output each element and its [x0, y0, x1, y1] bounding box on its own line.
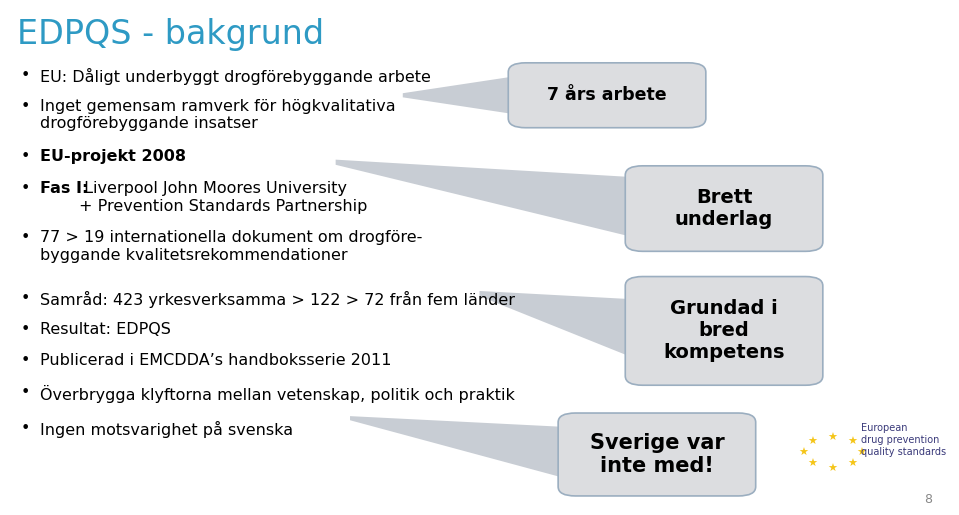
Text: EU-projekt 2008: EU-projekt 2008	[40, 149, 186, 164]
Text: •: •	[21, 230, 31, 245]
Text: ★: ★	[856, 448, 866, 458]
Text: Resultat: EDPQS: Resultat: EDPQS	[40, 322, 171, 337]
FancyBboxPatch shape	[625, 277, 823, 385]
Text: ★: ★	[799, 448, 808, 458]
Text: •: •	[21, 291, 31, 306]
Polygon shape	[403, 75, 526, 116]
Text: •: •	[21, 385, 31, 400]
Text: •: •	[21, 68, 31, 83]
Text: •: •	[21, 353, 31, 368]
Text: Sverige var
inte med!: Sverige var inte med!	[590, 433, 724, 476]
Text: Ingen motsvarighet på svenska: Ingen motsvarighet på svenska	[40, 421, 293, 438]
Text: Grundad i
bred
kompetens: Grundad i bred kompetens	[664, 299, 784, 363]
Text: ★: ★	[807, 459, 817, 469]
Text: ★: ★	[848, 437, 857, 447]
Text: ★: ★	[828, 464, 837, 474]
Text: •: •	[21, 99, 31, 114]
Text: •: •	[21, 322, 31, 337]
Text: •: •	[21, 181, 31, 196]
Text: •: •	[21, 421, 31, 436]
Text: ★: ★	[807, 437, 817, 447]
Text: European
drug prevention
quality standards: European drug prevention quality standar…	[861, 423, 947, 456]
Text: Samråd: 423 yrkesverksamma > 122 > 72 från fem länder: Samråd: 423 yrkesverksamma > 122 > 72 fr…	[40, 291, 515, 308]
Text: Liverpool John Moores University
+ Prevention Standards Partnership: Liverpool John Moores University + Preve…	[80, 181, 368, 214]
Polygon shape	[350, 416, 575, 481]
FancyBboxPatch shape	[558, 413, 756, 496]
Text: Publicerad i EMCDDA’s handboksserie 2011: Publicerad i EMCDDA’s handboksserie 2011	[40, 353, 392, 368]
Text: EU: Dåligt underbyggt drogförebyggande arbete: EU: Dåligt underbyggt drogförebyggande a…	[40, 68, 432, 85]
Text: 8: 8	[924, 493, 932, 506]
Text: Inget gemensam ramverk för högkvalitativa
drogförebyggande insatser: Inget gemensam ramverk för högkvalitativ…	[40, 99, 396, 131]
Text: Brett
underlag: Brett underlag	[675, 188, 773, 229]
Text: Fas I:: Fas I:	[40, 181, 88, 196]
Text: ★: ★	[828, 433, 837, 443]
Text: 7 års arbete: 7 års arbete	[548, 87, 667, 104]
Text: ★: ★	[848, 459, 857, 469]
FancyBboxPatch shape	[508, 63, 706, 128]
Text: 77 > 19 internationella dokument om drogföre-
byggande kvalitetsrekommendationer: 77 > 19 internationella dokument om drog…	[40, 230, 423, 263]
Text: Överbrygga klyftorna mellan vetenskap, politik och praktik: Överbrygga klyftorna mellan vetenskap, p…	[40, 385, 515, 403]
Text: •: •	[21, 149, 31, 164]
Polygon shape	[336, 160, 643, 239]
FancyBboxPatch shape	[625, 166, 823, 251]
Polygon shape	[480, 291, 643, 362]
Text: EDPQS - bakgrund: EDPQS - bakgrund	[17, 18, 324, 51]
